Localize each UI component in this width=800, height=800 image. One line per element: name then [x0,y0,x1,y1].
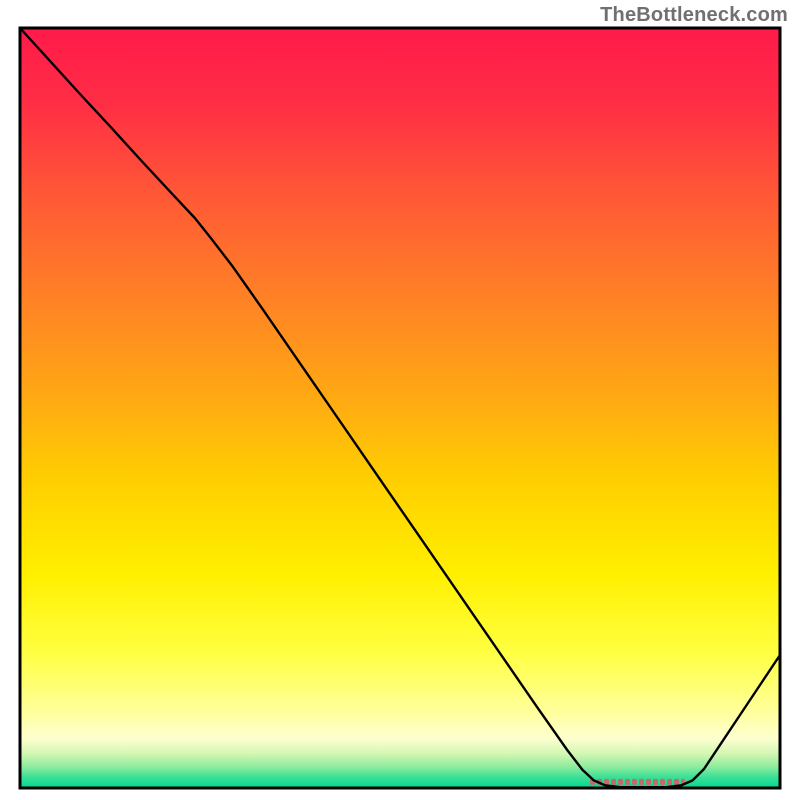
line-chart [0,0,800,800]
chart-container: TheBottleneck.com [0,0,800,800]
